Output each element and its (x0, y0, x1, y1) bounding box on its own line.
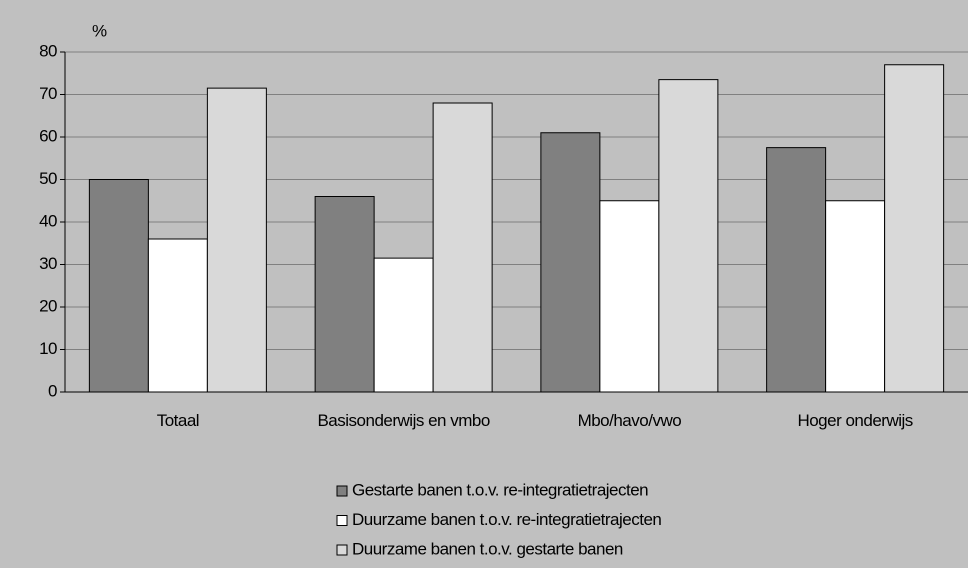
y-tick-label: 20 (39, 296, 57, 315)
y-tick-label: 40 (39, 211, 57, 230)
bar (884, 64, 945, 393)
y-tick-label: 10 (39, 339, 57, 358)
legend-label: Duurzame banen t.o.v. gestarte banen (352, 539, 623, 558)
y-tick-label: 50 (39, 169, 57, 188)
bar (599, 200, 660, 393)
y-tick-label: 30 (39, 254, 57, 273)
y-tick-label: 0 (48, 381, 57, 400)
legend-label: Duurzame banen t.o.v. re-integratietraje… (352, 510, 661, 529)
bar (432, 102, 493, 393)
legend-label: Gestarte banen t.o.v. re-integratietraje… (352, 480, 648, 499)
bar (658, 79, 719, 393)
bar (825, 200, 886, 393)
bar (88, 179, 149, 393)
bar (147, 238, 208, 393)
y-axis-label: % (92, 21, 107, 40)
x-tick-label: Hoger onderwijs (797, 411, 913, 430)
bar (206, 87, 267, 393)
x-tick-label: Totaal (156, 411, 200, 430)
y-tick-label: 70 (39, 84, 57, 103)
y-tick-label: 80 (39, 41, 57, 60)
legend-marker (336, 485, 348, 497)
x-tick-label: Basisonderwijs en vmbo (317, 411, 490, 430)
y-tick-label: 60 (39, 126, 57, 145)
legend-marker (336, 515, 348, 526)
bar (314, 196, 375, 393)
bar (766, 147, 827, 393)
x-tick-label: Mbo/havo/vwo (577, 411, 682, 430)
legend-marker (336, 544, 348, 556)
bar (540, 132, 601, 393)
bar (373, 257, 434, 393)
